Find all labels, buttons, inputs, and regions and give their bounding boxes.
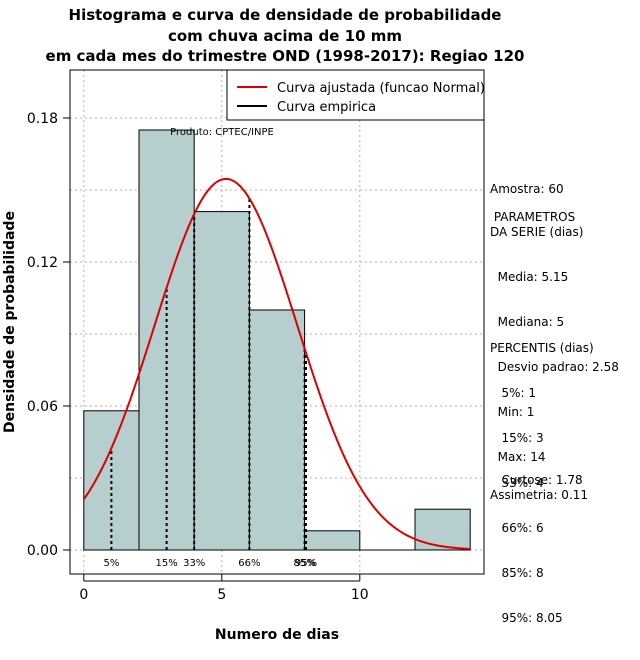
y-axis-tick-label: 0.00	[27, 543, 58, 559]
stat-parametros-list: Media: 5.15 Mediana: 5 Desvio padrao: 2.…	[490, 240, 619, 480]
stat-p33: 33%: 4	[490, 476, 544, 490]
stat-curtose: Curtose: 1.78	[490, 473, 583, 487]
stat-min: Min: 1	[490, 405, 535, 419]
percentile-label: 33%	[183, 558, 205, 569]
percentile-label: 85%	[293, 558, 315, 569]
x-axis-title: Numero de dias	[215, 627, 339, 643]
stat-p15: 15%: 3	[490, 431, 544, 445]
x-axis-tick-label: 5	[217, 587, 226, 603]
percentile-label: 5%	[103, 558, 119, 569]
histogram-bar	[193, 211, 250, 551]
histogram-bar	[414, 508, 471, 551]
chart-title-line-3: em cada mes do trimestre OND (1998-2017)…	[45, 47, 525, 65]
stat-parametros-title: PARAMETROS DA SERIE (dias)	[490, 210, 584, 239]
y-axis-tick-label: 0.18	[27, 111, 58, 127]
histogram-bar	[248, 309, 306, 551]
normal-curve	[82, 177, 471, 550]
histogram-bar	[83, 410, 140, 551]
x-axis-tick-label: 0	[79, 587, 88, 603]
stat-max: Max: 14	[490, 450, 546, 464]
stat-desvio: Desvio padrao: 2.58	[490, 360, 619, 374]
stat-mediana: Mediana: 5	[490, 315, 565, 329]
stat-percentis-list: 5%: 1 15%: 3 33%: 4 66%: 6 85%: 8 95%: 8…	[490, 356, 563, 641]
y-axis-tick-label: 0.06	[27, 399, 58, 415]
y-axis-title: Densidade de probabilidade	[2, 211, 18, 433]
y-axis-tick-label: 0.12	[27, 255, 58, 271]
histogram-bar	[304, 530, 361, 551]
stat-amostra: Amostra: 60	[490, 182, 564, 196]
percentile-label: 66%	[238, 558, 260, 569]
legend-label: Curva ajustada (funcao Normal)	[277, 81, 485, 96]
legend-label: Curva empirica	[277, 100, 376, 115]
chart-title-line-2: com chuva acima de 10 mm	[167, 27, 403, 45]
x-axis-tick-label: 10	[351, 587, 369, 603]
stat-percentis-title: PERCENTIS (dias)	[490, 341, 594, 355]
stat-p85: 85%: 8	[490, 566, 544, 580]
stat-p95: 95%: 8.05	[490, 611, 563, 625]
stat-media: Media: 5.15	[490, 270, 569, 284]
product-annotation: Produto: CPTEC/INPE	[170, 127, 274, 138]
chart-title-line-1: Histograma e curva de densidade de proba…	[68, 6, 502, 24]
legend-box	[226, 69, 485, 121]
stat-assimetria: Assimetria: 0.11	[490, 488, 589, 502]
percentile-label: 15%	[155, 558, 177, 569]
stat-p5: 5%: 1	[490, 386, 536, 400]
stat-p66: 66%: 6	[490, 521, 544, 535]
percentile-label: 95%	[295, 558, 317, 569]
